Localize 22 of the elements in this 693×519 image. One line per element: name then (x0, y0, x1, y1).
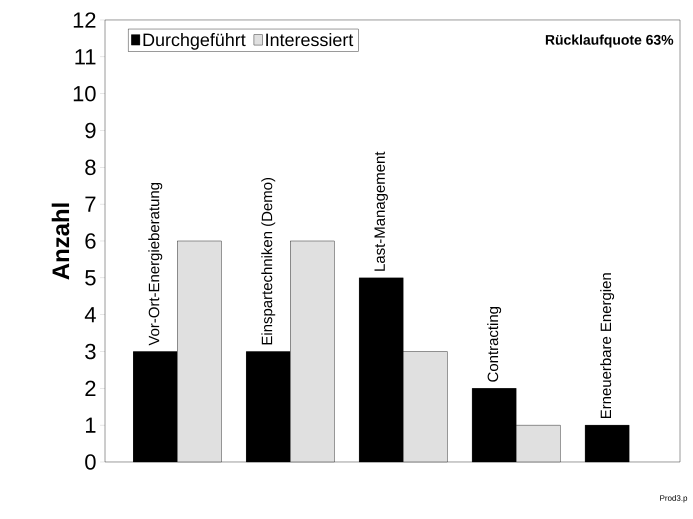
y-tick-label: 1 (86, 418, 96, 433)
x-tick-label: Contracting (487, 307, 502, 382)
y-tick-label: 8 (85, 160, 96, 176)
y-tick-label: 5 (85, 270, 96, 286)
y-tick-label: 12 (74, 12, 96, 28)
legend-label: Interessiert (266, 33, 354, 46)
y-tick-label: 0 (85, 454, 96, 470)
y-tick-label: 6 (85, 233, 96, 249)
x-tick-label: Last-Management (374, 152, 388, 271)
y-axis-title: Anzahl (52, 203, 70, 280)
y-tick-label: 10 (74, 86, 96, 102)
x-tick-label: Erneuerbare Energien (600, 273, 614, 418)
legend-label: Durchgeführt (144, 33, 246, 50)
y-tick-label: 2 (85, 380, 96, 396)
y-tick-label: 7 (85, 196, 96, 212)
annotation: Rücklaufquote 63% (546, 34, 674, 48)
y-tick-label: 4 (84, 307, 96, 322)
y-tick-label: 9 (85, 122, 96, 138)
y-tick-label: 3 (85, 344, 96, 360)
x-tick-label: Vor-Ort-Energieberatung (148, 182, 162, 346)
x-tick-label: Einspartechniken (Demo) (261, 178, 276, 344)
y-tick-label: 11 (75, 49, 96, 64)
